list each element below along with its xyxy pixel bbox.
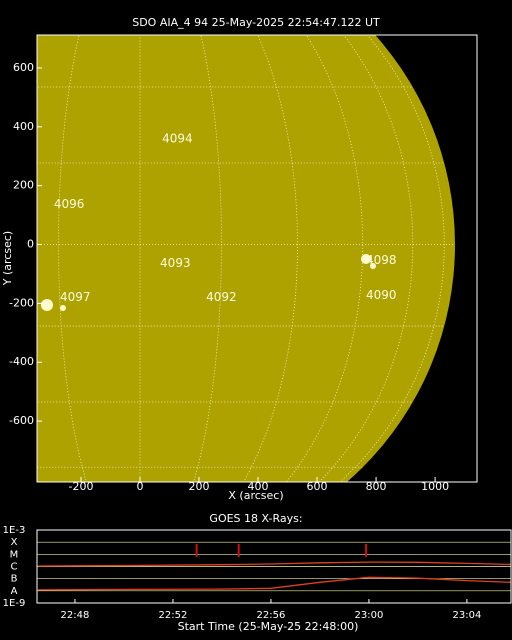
x-tick-label: 600 — [307, 480, 328, 493]
image-title: SDO AIA_4 94 25-May-2025 22:54:47.122 UT — [132, 16, 380, 29]
region-label: 4090 — [366, 288, 397, 302]
bright-spot — [41, 299, 53, 311]
x-axis-label: X (arcsec) — [228, 489, 283, 502]
y-axis-label: Y (arcsec) — [1, 231, 14, 286]
region-label: 4093 — [160, 256, 191, 270]
flare-marker — [237, 544, 240, 557]
bright-spot — [370, 263, 376, 269]
flare-marker — [195, 544, 198, 557]
x-tick-label: 200 — [189, 480, 210, 493]
x-tick-label: 22:48 — [61, 610, 90, 621]
y-tick-label: 0 — [27, 238, 34, 251]
flux-line — [38, 576, 511, 591]
bright-spot — [361, 254, 371, 264]
x-tick-label: 400 — [248, 480, 269, 493]
region-label: 4092 — [206, 290, 237, 304]
y-tick-label: B — [11, 574, 18, 585]
y-tick-label: 200 — [13, 179, 34, 192]
region-label: 4097 — [60, 290, 91, 304]
longitude-line — [339, 35, 445, 482]
goes-frame — [36, 529, 512, 604]
solar-image: 4094 4096 4093 4097 4092 4098 4090 — [37, 35, 455, 482]
y-tick-label: 400 — [13, 120, 34, 133]
region-label: 4094 — [162, 131, 193, 145]
longitude-line — [318, 35, 413, 482]
x-tick-label: 22:52 — [159, 610, 188, 621]
x-tick-label: 0 — [136, 480, 143, 493]
flux-line — [38, 561, 511, 567]
region-label: 4096 — [54, 197, 85, 211]
goes-plot — [37, 530, 511, 603]
y-tick-label: -600 — [9, 414, 34, 427]
x-tick-label: 800 — [366, 480, 387, 493]
y-tick-label: M — [10, 549, 19, 560]
y-tick-label: 600 — [13, 61, 34, 74]
y-tick-label: -200 — [9, 296, 34, 309]
solar-disk — [37, 35, 455, 482]
y-tick-label: A — [11, 586, 18, 597]
x-tick-label: 23:00 — [355, 610, 384, 621]
image-frame — [36, 34, 478, 483]
x-tick-label: 22:56 — [257, 610, 286, 621]
y-tick-label: -400 — [9, 355, 34, 368]
y-tick-label: X — [11, 537, 18, 548]
y-tick-label: 1E-3 — [3, 525, 26, 536]
x-tick-label: -200 — [68, 480, 93, 493]
goes-x-label: Start Time (25-May-25 22:48:00) — [178, 620, 359, 633]
flare-marker — [365, 544, 368, 557]
x-tick-label: 1000 — [421, 480, 449, 493]
x-tick-label: 23:04 — [452, 610, 481, 621]
goes-title: GOES 18 X-Rays: — [209, 512, 302, 525]
bright-spot — [60, 305, 66, 311]
region-label: 4098 — [366, 253, 397, 267]
y-tick-label: C — [11, 562, 18, 573]
longitude-line — [242, 35, 298, 482]
y-tick-label: 1E-9 — [3, 598, 26, 609]
